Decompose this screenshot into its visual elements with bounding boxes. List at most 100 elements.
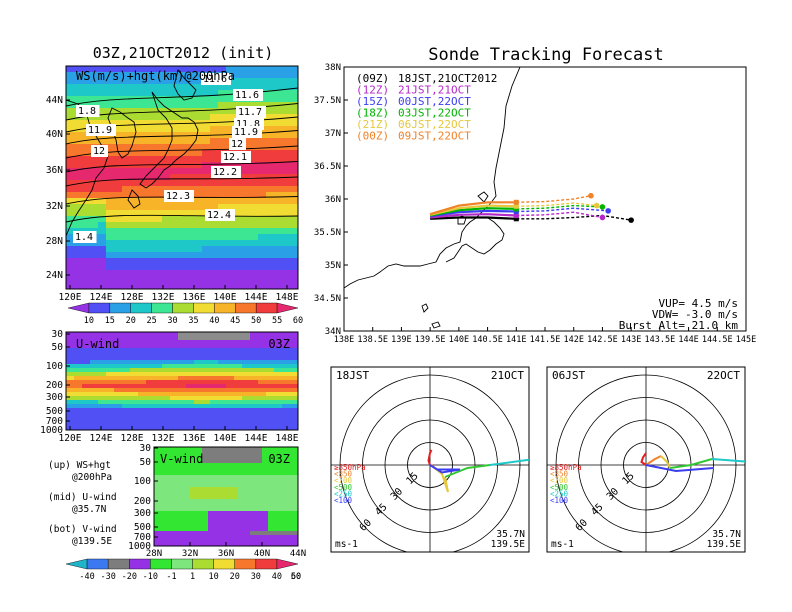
map-heat-cell <box>218 66 227 73</box>
v-wind-cell <box>256 523 263 528</box>
u-wind-cell <box>266 412 275 417</box>
map-heat-cell <box>130 204 139 211</box>
map-contour-label-bg <box>201 73 231 85</box>
map-heat-cell <box>282 264 291 271</box>
u-wind-cell <box>90 412 99 417</box>
u-wind-cell <box>98 388 107 393</box>
map-heat-cell <box>154 282 163 289</box>
u-wind-cell <box>274 408 283 413</box>
u-wind-cell <box>162 364 171 369</box>
map-heat-cell <box>202 90 211 97</box>
v-wind-cell <box>172 491 179 496</box>
u-wind-cell <box>66 368 75 373</box>
map-heat-cell <box>154 126 163 133</box>
u-wind-cell <box>210 408 219 413</box>
map-heat-cell <box>186 84 195 91</box>
map-heat-cell <box>178 252 187 259</box>
v-wind-cell <box>280 527 287 532</box>
map-heat-cell <box>202 114 211 121</box>
map-heat-cell <box>242 180 251 187</box>
u-wind-cell <box>170 340 179 345</box>
map-heat-cell <box>274 108 283 115</box>
map-heat-cell <box>194 156 203 163</box>
map-heat-cell <box>122 126 131 133</box>
v-wind-cell <box>286 447 293 452</box>
map-heat-cell <box>162 102 171 109</box>
hodograph-level-label: <500 <box>334 483 353 492</box>
map-heat-cell <box>258 204 267 211</box>
v-wind-cell <box>256 527 263 532</box>
v-wind-cell <box>220 467 227 472</box>
u-wind-cell <box>106 340 115 345</box>
v-wind-cell <box>190 499 197 504</box>
hodograph-trace <box>660 455 671 469</box>
map-heat-cell <box>290 168 298 175</box>
map-heat-cell <box>122 144 131 151</box>
u-wind-cell <box>138 356 147 361</box>
v-wind-cell <box>250 515 257 520</box>
u-wind-cell <box>250 424 259 429</box>
map-heat-cell <box>90 156 99 163</box>
map-lat-tick-label: 32N <box>46 201 63 212</box>
u-wind-cell <box>266 396 275 401</box>
map-frame <box>65 65 299 290</box>
map-heat-cell <box>154 96 163 103</box>
u-wind-cell <box>226 412 235 417</box>
v-wind-cell <box>214 451 221 456</box>
u-wind-cell <box>178 364 187 369</box>
map-heat-cell <box>290 186 298 193</box>
u-wind-cell <box>290 420 298 425</box>
v-wind-cell <box>220 463 227 468</box>
map-heat-cell <box>130 246 139 253</box>
v-wind-cell <box>160 455 167 460</box>
map-heat-cell <box>66 156 75 163</box>
map-heat-cell <box>274 84 283 91</box>
map-heat-cell <box>234 240 243 247</box>
u-wind-cell <box>258 428 267 430</box>
map-heat-cell <box>186 66 195 73</box>
track-legend-time: 00JST,22OCT <box>398 95 471 108</box>
u-wind-cell <box>106 376 115 381</box>
map-heat-cell <box>274 186 283 193</box>
u-wind-cell <box>130 420 139 425</box>
u-wind-cell <box>226 392 235 397</box>
map-heat-cell <box>66 252 75 259</box>
v-wind-cell <box>286 535 293 540</box>
v-wind-cell <box>166 503 173 508</box>
u-wind-cell <box>266 420 275 425</box>
v-wind-colorbar-tick-label: 40 <box>272 572 282 582</box>
u-wind-cell <box>258 348 267 353</box>
u-wind-cell <box>146 408 155 413</box>
u-wind-cell <box>122 400 131 405</box>
u-wind-cell <box>266 360 275 365</box>
hodograph-trace <box>645 464 714 473</box>
u-wind-cell <box>210 356 219 361</box>
map-heat-cell <box>234 264 243 271</box>
u-wind-cell <box>234 400 243 405</box>
v-wind-cell <box>280 491 287 496</box>
v-wind-cell <box>280 523 287 528</box>
map-heat-cell <box>274 120 283 127</box>
v-wind-cell <box>286 471 293 476</box>
map-heat-cell <box>226 270 235 277</box>
v-wind-cell <box>154 455 161 460</box>
map-heat-cell <box>186 168 195 175</box>
map-heat-cell <box>74 258 83 265</box>
v-wind-cell <box>238 471 245 476</box>
v-wind-cell <box>208 511 215 516</box>
map-heat-cell <box>146 270 155 277</box>
map-heat-cell <box>90 216 99 223</box>
v-wind-cell <box>220 519 227 524</box>
u-wind-cell <box>202 356 211 361</box>
v-wind-cell <box>244 515 251 520</box>
v-wind-cell <box>154 463 161 468</box>
u-wind-cell <box>186 404 195 409</box>
v-wind-x-ticks: 28N 32N 36N 40N 44N <box>146 542 306 559</box>
v-wind-cell <box>244 451 251 456</box>
u-wind-cell <box>266 356 275 361</box>
u-wind-cell <box>250 420 259 425</box>
track-legend-time: 06JST,22OCT <box>398 118 471 131</box>
map-heat-cell <box>290 66 298 73</box>
v-wind-cell <box>172 511 179 516</box>
map-heat-cell <box>74 156 83 163</box>
